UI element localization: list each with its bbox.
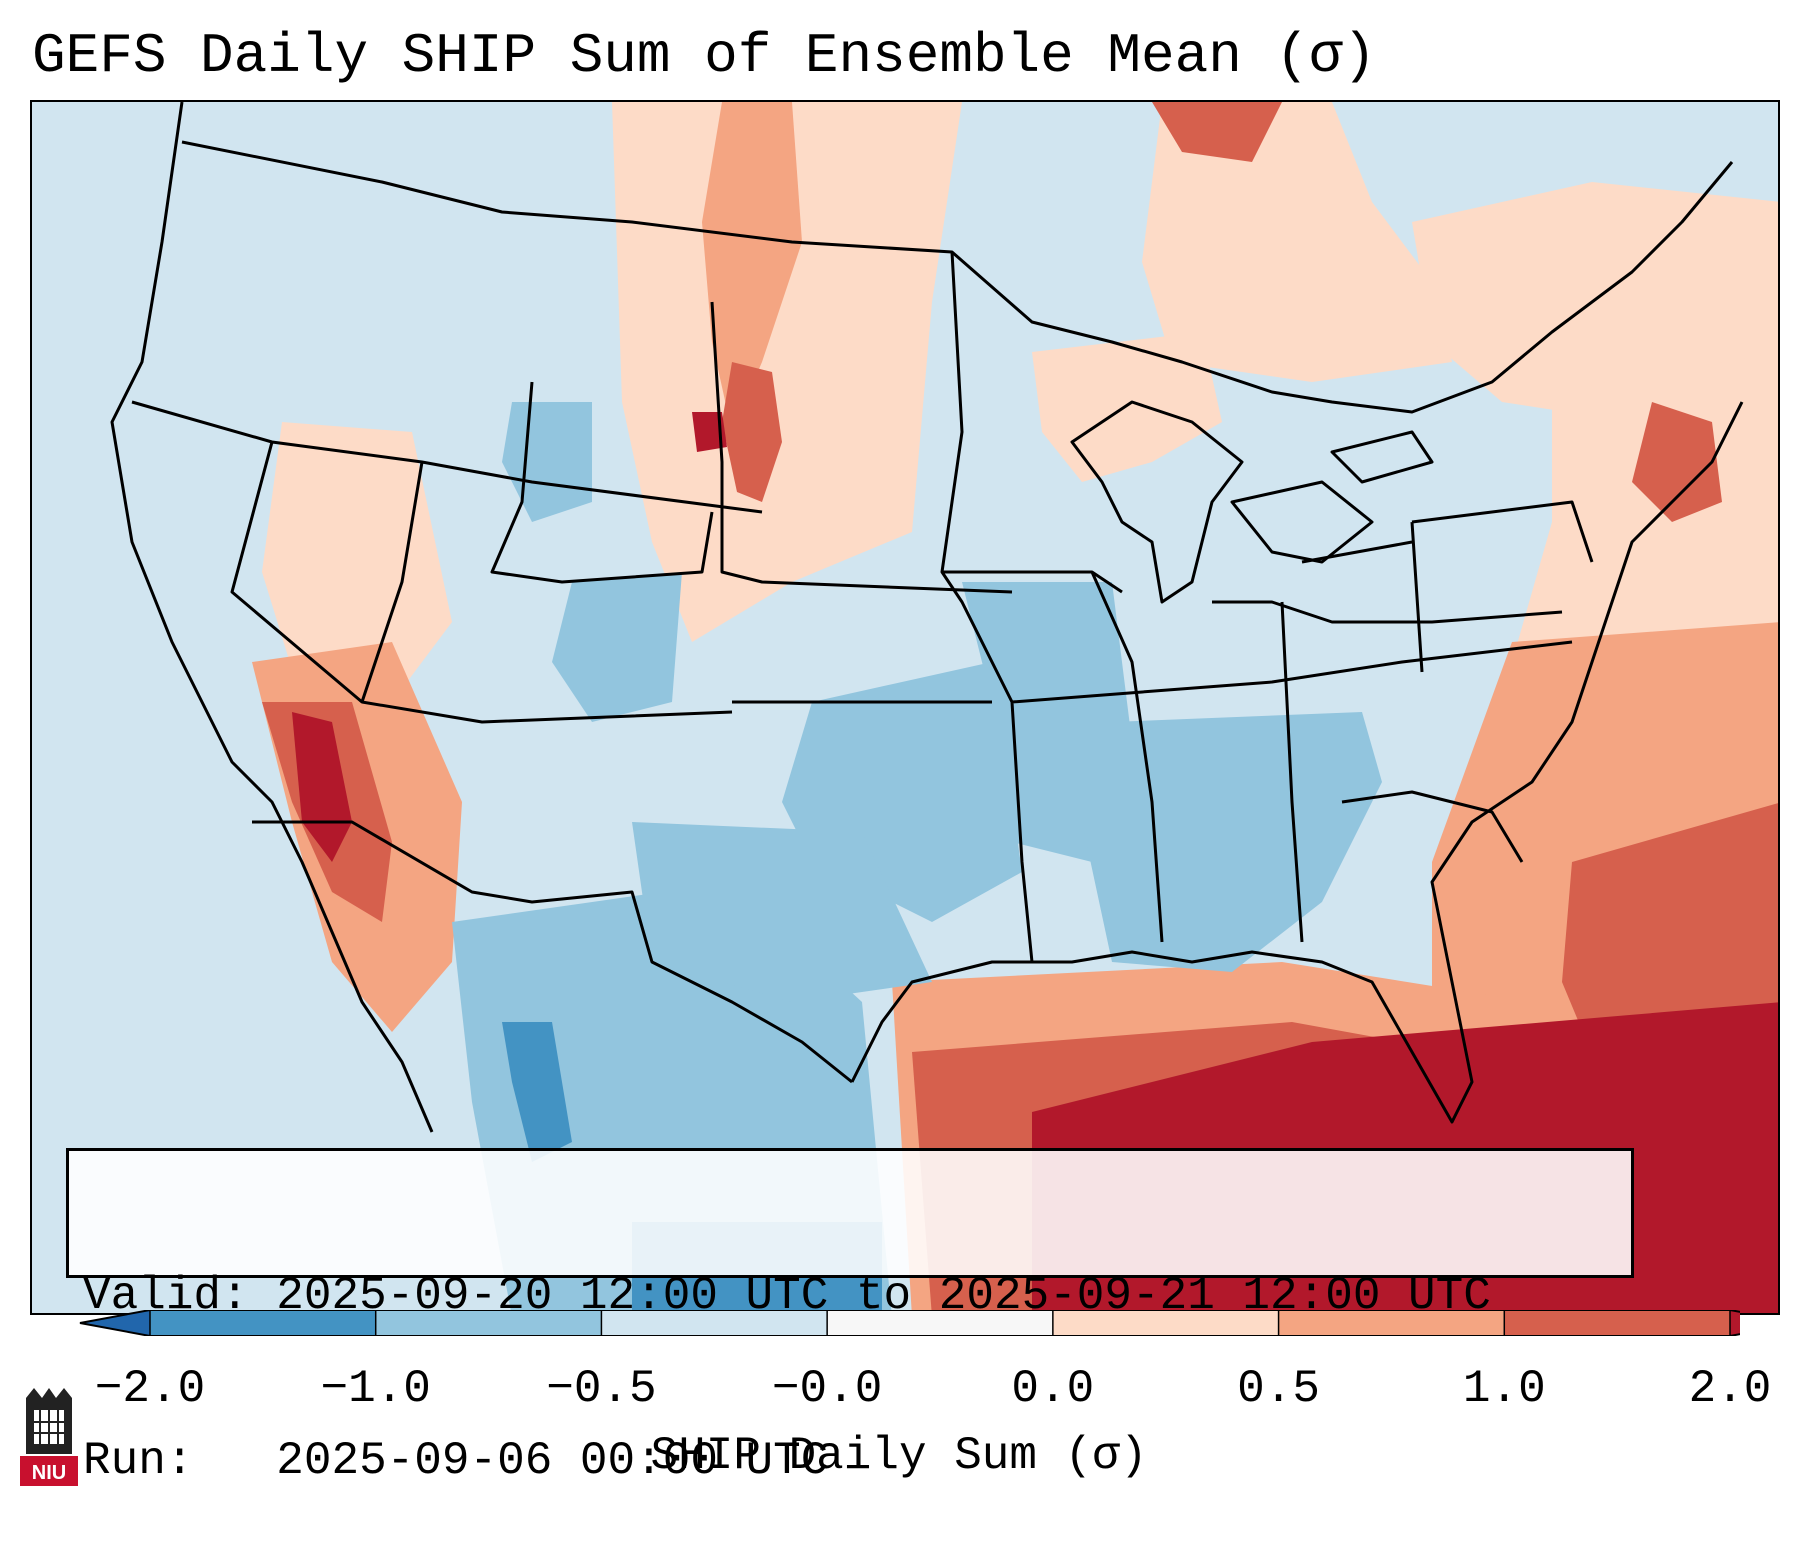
colorbar-bin	[150, 1310, 377, 1336]
colorbar-tick-label: −1.0	[320, 1363, 431, 1415]
map-canvas	[32, 102, 1778, 1313]
colorbar-tick-label: 2.0	[1688, 1363, 1772, 1415]
anomaly-dakotas-moderate	[702, 102, 802, 432]
colorbar-bin	[375, 1310, 602, 1336]
colorbar	[79, 1310, 1740, 1336]
colorbar-label: SHIP Daily Sum (σ)	[650, 1430, 1148, 1482]
colorbar-bin	[1504, 1310, 1731, 1336]
colorbar-tick-label: 0.5	[1237, 1363, 1320, 1415]
state-borders	[110, 102, 1744, 1133]
chart-title: GEFS Daily SHIP Sum of Ensemble Mean (σ)	[32, 24, 1377, 88]
gulf-coastline	[850, 401, 1744, 1124]
anomaly-dakotas-strong	[722, 362, 782, 502]
logo-text: NIU	[32, 1462, 66, 1484]
coastline-west	[110, 102, 434, 1133]
great-lakes	[1070, 400, 1434, 604]
state-lines-east	[1212, 500, 1594, 943]
colorbar-bin	[601, 1310, 828, 1336]
state-lines-west	[131, 301, 1013, 724]
map-panel	[30, 100, 1780, 1315]
anomaly-tennessee-cold	[1082, 712, 1382, 972]
anomaly-texas-cold	[632, 822, 932, 1002]
anomaly-great-lakes-north	[1142, 102, 1452, 382]
valid-run-info-box: Valid: 2025-09-20 12:00 UTC to 2025-09-2…	[66, 1148, 1634, 1487]
us-mexico-border	[252, 820, 853, 1084]
colorbar-bin	[827, 1310, 1054, 1336]
colorbar-tick-label: −0.0	[771, 1363, 883, 1415]
anomaly-california-extreme	[292, 712, 352, 862]
anomaly-north-plains	[612, 102, 962, 642]
colorbar-under-extension	[80, 1310, 150, 1336]
us-canada-border	[181, 140, 1734, 414]
colorbar-tick-label: −0.5	[546, 1363, 657, 1415]
anomaly-new-england-strong	[1632, 402, 1722, 522]
colorbar-over-extension	[1730, 1310, 1740, 1336]
run-label: Run:	[83, 1435, 194, 1487]
colorbar-tick-label: −2.0	[94, 1363, 206, 1415]
anomaly-ontario-strong	[1152, 102, 1282, 162]
colorbar-tick-label: 1.0	[1462, 1363, 1546, 1415]
colorbar-tick-label: 0.0	[1011, 1363, 1095, 1415]
colorbar-bin	[1052, 1310, 1280, 1336]
colorbar-bin	[1278, 1310, 1505, 1336]
run-value: 2025-09-06 00:00 UTC	[276, 1435, 829, 1487]
anomaly-colorado-cold	[552, 572, 682, 722]
niu-logo: NIU	[20, 1388, 78, 1486]
run-row: Run: 2025-09-06 00:00 UTC	[83, 1434, 1617, 1489]
anomaly-mexico-strong-cold	[502, 1022, 572, 1162]
state-lines-central	[940, 251, 1573, 963]
anomaly-idaho-cold	[502, 402, 592, 522]
anomaly-nevada	[262, 422, 452, 702]
